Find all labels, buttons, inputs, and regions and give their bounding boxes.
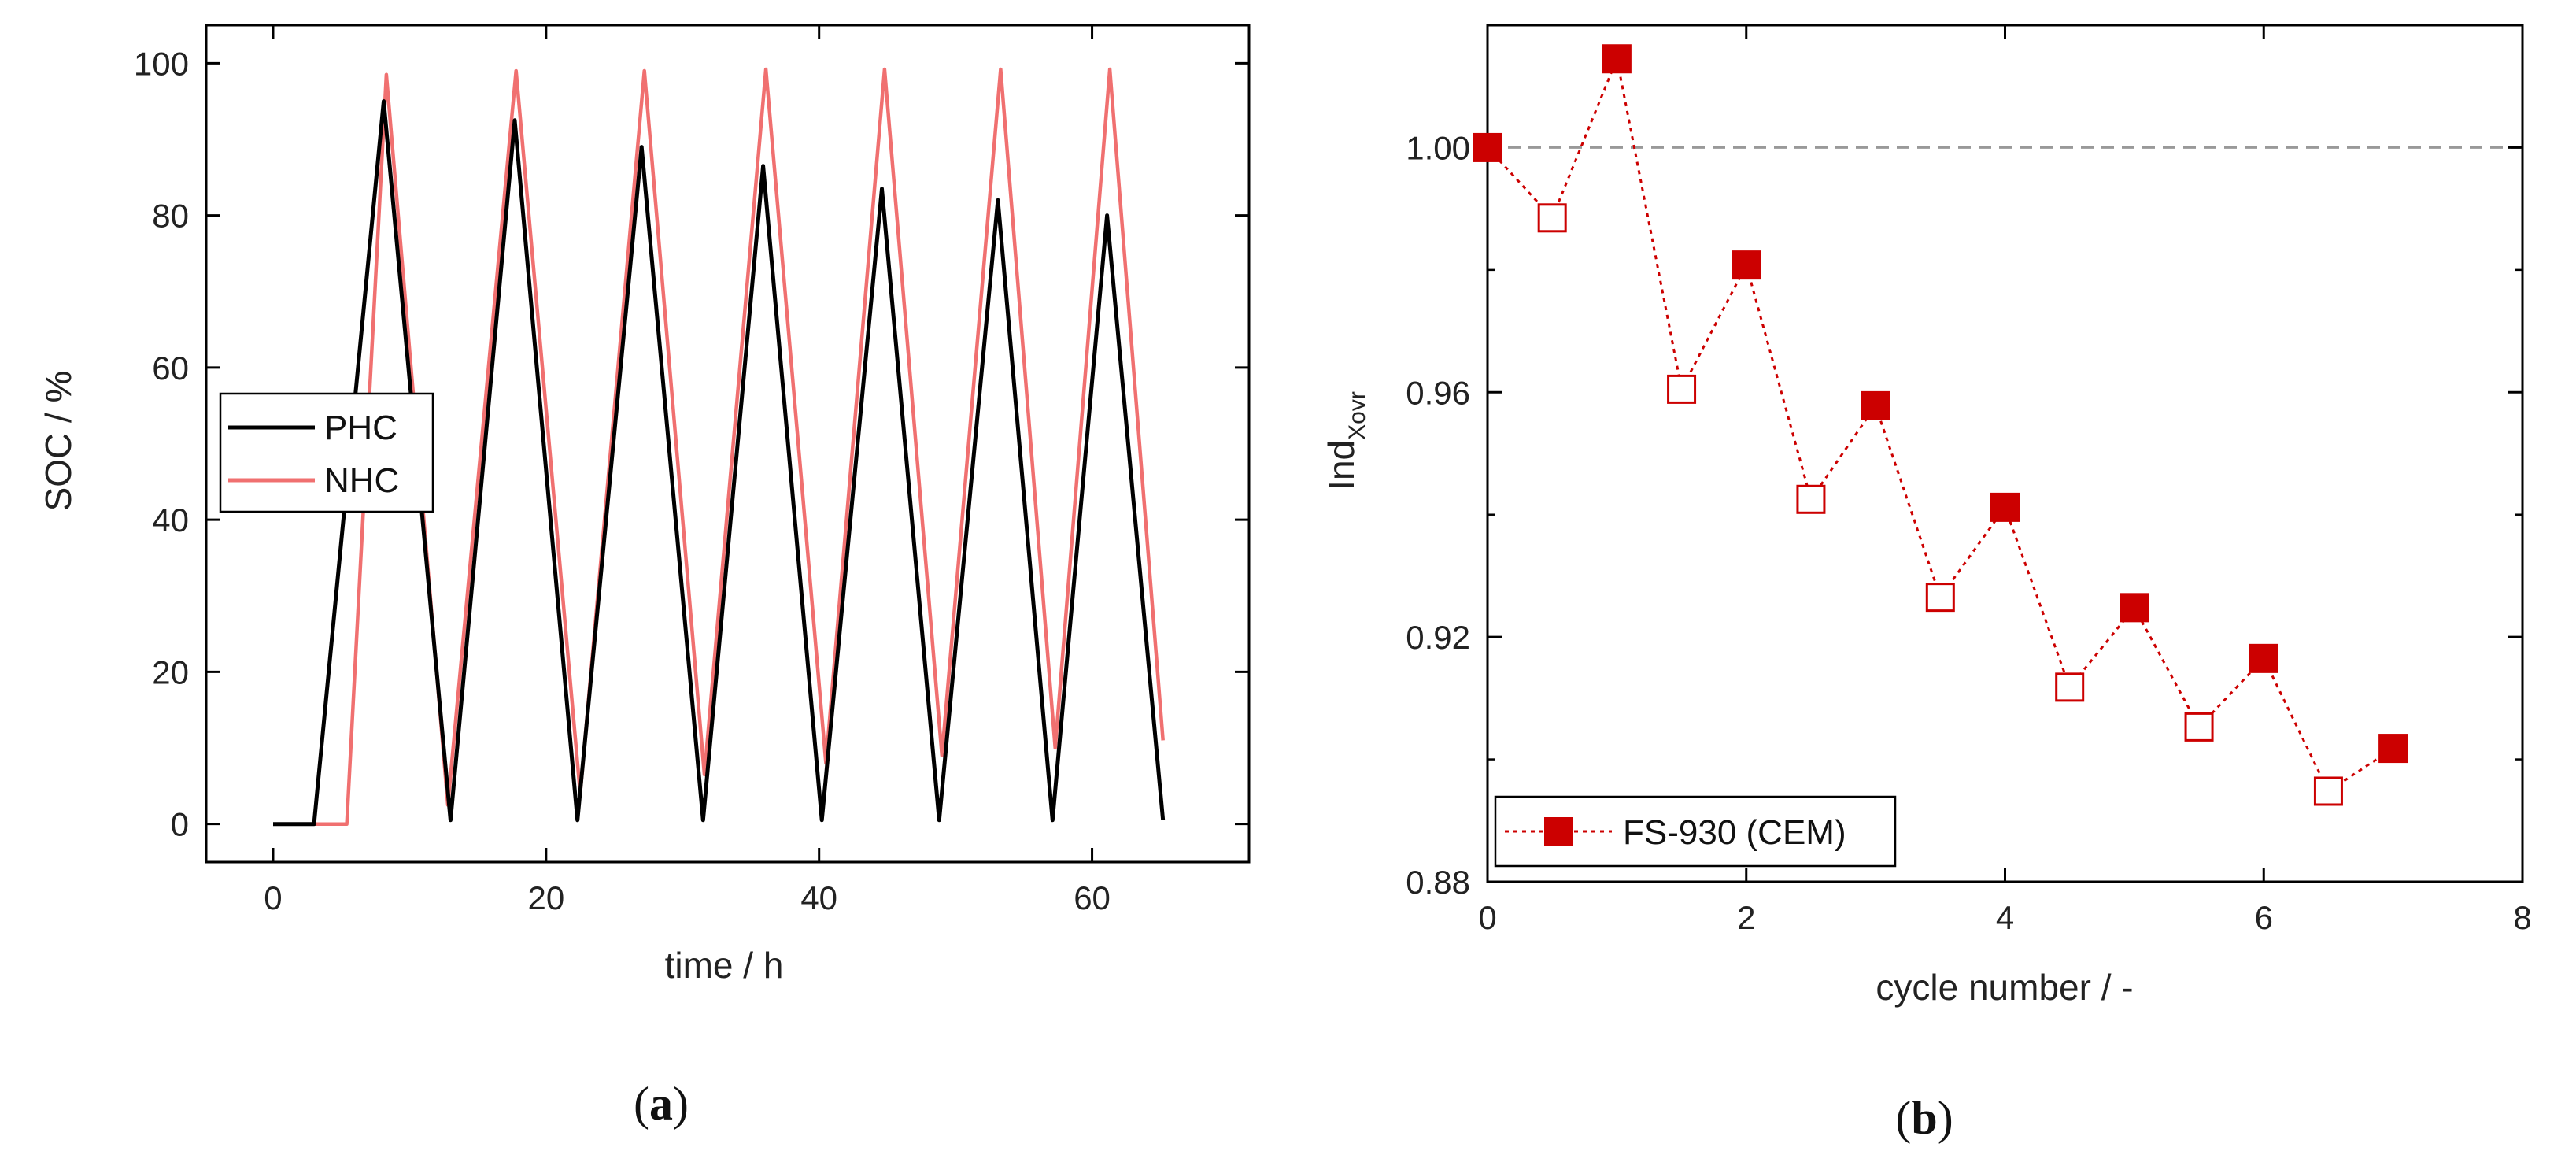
y-axis-label-sub-b: Xovr <box>1344 391 1370 440</box>
y-tick-label-a: 20 <box>152 653 189 690</box>
data-point-open <box>2184 712 2214 742</box>
y-axis-label-b: IndXovr <box>1321 391 1370 490</box>
y-tick-label-b: 0.92 <box>1406 619 1470 656</box>
x-axis-label-a: time / h <box>665 945 784 986</box>
legend-label-fs930: FS-930 (CEM) <box>1623 813 1846 852</box>
y-axis-label-a: SOC / % <box>38 371 79 512</box>
data-point-open <box>2055 672 2085 702</box>
x-tick-label-b: 6 <box>2255 899 2273 936</box>
y-tick-label-a: 40 <box>152 501 189 538</box>
data-point-filled <box>2249 643 2278 673</box>
series-group-b <box>1473 44 2408 806</box>
panel-b: 0 2 4 6 8 0.88 0.92 0.96 1.00 cycle number / - I… <box>1321 24 2532 1144</box>
y-tick-label-b: 0.88 <box>1406 864 1470 901</box>
tick-marks-b <box>1486 25 2524 883</box>
y-axis-label-main-b: Ind <box>1321 440 1362 490</box>
plot-frame-a <box>205 24 1251 864</box>
legend-label-phc: PHC <box>324 409 397 447</box>
caption-b: (b) <box>1895 1092 1953 1144</box>
x-tick-label-b: 0 <box>1478 899 1496 936</box>
data-point-open <box>1537 203 1567 233</box>
data-point-filled <box>1990 492 2020 522</box>
y-tick-label-a: 0 <box>171 806 189 843</box>
y-tick-label-a: 80 <box>152 198 189 235</box>
data-point-filled <box>1861 390 1890 420</box>
data-point-filled <box>2120 593 2149 623</box>
data-point-open <box>1667 374 1697 404</box>
legend-box-a <box>219 392 434 513</box>
y-tick-label-a: 100 <box>134 45 189 82</box>
y-tick-label-a: 60 <box>152 350 189 387</box>
series-line-fs930 <box>1486 54 2394 794</box>
data-point-filled <box>1732 250 1761 280</box>
legend-swatch-marker-fs930 <box>1544 817 1573 846</box>
tick-labels-a: 0 20 40 60 0 20 40 60 80 100 <box>134 45 1111 916</box>
y-tick-label-b: 1.00 <box>1406 129 1470 166</box>
x-tick-label-b: 4 <box>1996 899 2014 936</box>
tick-labels-b: 0 2 4 6 8 0.88 0.92 0.96 1.00 <box>1406 129 2531 936</box>
data-point-open <box>1796 484 1826 514</box>
tick-marks-a <box>206 25 1249 862</box>
data-point-open <box>2313 776 2343 806</box>
x-axis-label-b: cycle number / - <box>1876 967 2133 1008</box>
x-tick-label-a: 0 <box>264 879 282 916</box>
panel-a: 0 20 40 60 0 20 40 60 80 100 time / h SOC / % PHC… <box>38 24 1251 1130</box>
x-tick-label-b: 8 <box>2513 899 2531 936</box>
legend-a: PHC NHC <box>219 392 434 513</box>
caption-a: (a) <box>634 1078 689 1130</box>
legend-label-nhc: NHC <box>324 461 399 500</box>
x-tick-label-a: 20 <box>527 879 564 916</box>
x-tick-label-a: 40 <box>800 879 837 916</box>
data-point-open <box>1925 583 1955 613</box>
x-tick-label-a: 60 <box>1074 879 1111 916</box>
data-point-filled <box>1602 44 1632 74</box>
data-point-filled <box>2378 734 2408 764</box>
legend-b: FS-930 (CEM) <box>1494 795 1897 868</box>
plot-frame-b <box>1486 24 2524 883</box>
y-tick-label-b: 0.96 <box>1406 374 1470 411</box>
data-point-filled <box>1473 132 1502 162</box>
x-tick-label-b: 2 <box>1737 899 1755 936</box>
